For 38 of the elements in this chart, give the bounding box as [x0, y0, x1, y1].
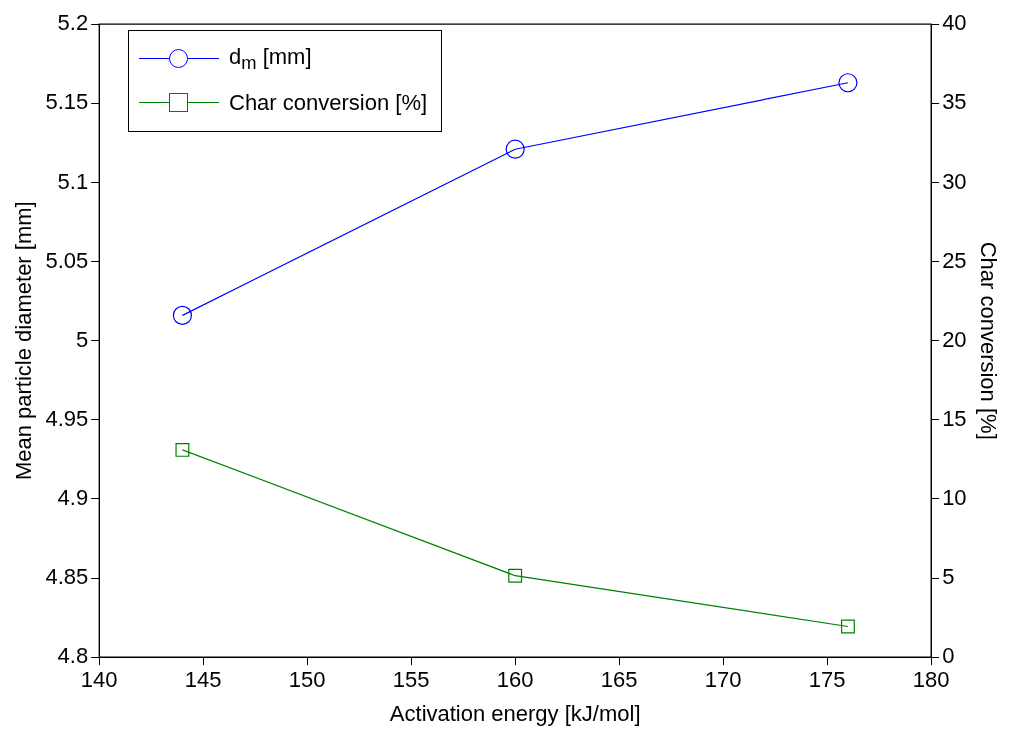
point [175, 442, 190, 457]
y2-tick-label: 5 [942, 564, 955, 590]
y-tick-label: 4.8 [57, 643, 89, 669]
point [840, 619, 855, 634]
y2-tick-label: 40 [942, 10, 967, 36]
x-tick-label: 175 [808, 667, 846, 693]
y2-tick-label: 30 [942, 168, 967, 194]
point [172, 305, 193, 325]
x-tick-label: 150 [288, 667, 326, 693]
legend-label: d$_{m}$ [mm] [229, 43, 312, 75]
point [838, 73, 858, 93]
y-tick-label: 5.15 [45, 89, 89, 115]
y2-tick-label: 0 [942, 643, 955, 669]
y2-tick-label: 10 [942, 485, 967, 511]
y2-tick-label: 15 [942, 405, 967, 431]
x-tick-label: 180 [912, 667, 950, 693]
x-tick-label: 170 [704, 667, 742, 693]
y-tick-label: 5.2 [57, 10, 89, 36]
point [505, 139, 525, 159]
y-tick-label: 5.1 [57, 168, 89, 194]
x-tick-label: 145 [184, 667, 222, 693]
y-tick-label: 4.9 [57, 485, 89, 511]
y-axis-title: Mean particle diameter [mm] [11, 201, 37, 481]
x-tick-label: 140 [80, 667, 118, 693]
x-tick-label: 160 [496, 667, 534, 693]
legend-label: Char conversion [%] [229, 90, 428, 116]
y2-tick-label: 20 [942, 326, 967, 352]
x-axis-title: Activation energy [kJ/mol] [389, 700, 641, 726]
y2-tick-label: 35 [942, 89, 967, 115]
y2-axis-title: Char conversion [%] [975, 241, 1001, 440]
y-tick-label: 4.85 [45, 564, 89, 590]
point [508, 568, 523, 583]
x-tick-label: 155 [392, 667, 430, 693]
y-tick-label: 5.05 [45, 247, 89, 273]
y-tick-label: 5 [75, 326, 89, 352]
y-tick-label: 4.95 [45, 405, 89, 431]
y2-tick-label: 25 [942, 247, 967, 273]
x-tick-label: 165 [600, 667, 638, 693]
